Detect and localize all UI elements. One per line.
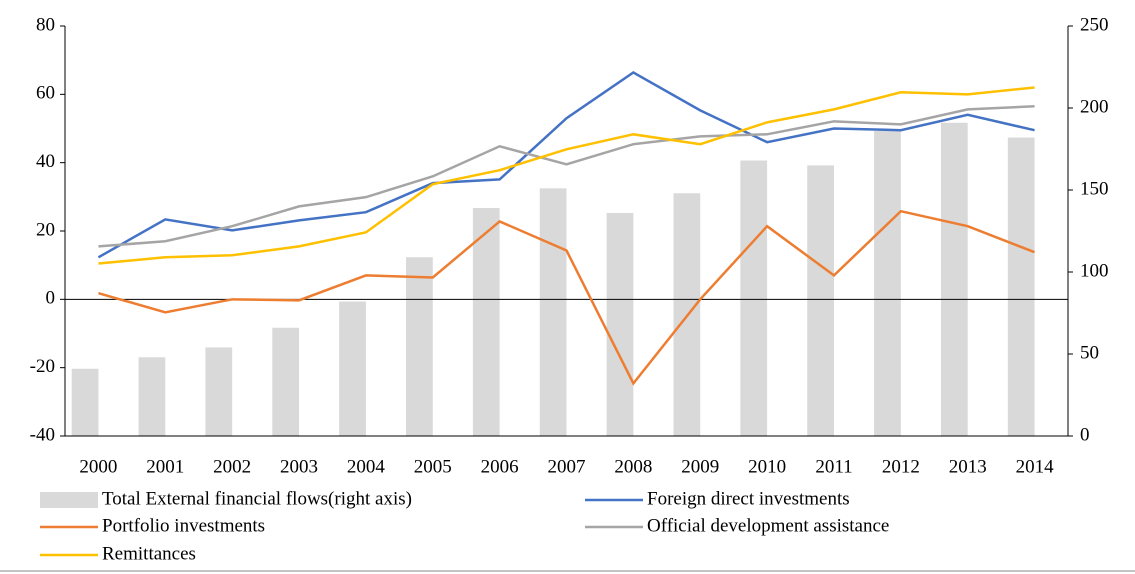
x-tick-label: 2008	[614, 456, 652, 477]
x-tick-label: 2001	[146, 456, 184, 477]
y2-tick-label: 200	[1080, 96, 1109, 117]
bar	[339, 301, 366, 436]
bar	[138, 357, 166, 436]
x-tick-label: 2014	[1016, 456, 1055, 477]
y2-tick-label: 250	[1080, 14, 1109, 35]
bar	[740, 160, 768, 437]
bar	[472, 208, 500, 436]
x-tick-label: 2000	[79, 456, 117, 477]
legend-label: Foreign direct investments	[647, 488, 850, 509]
x-tick-label: 2007	[548, 456, 586, 477]
x-tick-label: 2013	[949, 456, 987, 477]
bar	[606, 212, 634, 436]
x-tick-label: 2006	[481, 456, 519, 477]
bar	[406, 257, 433, 436]
legend-label: Remittances	[102, 543, 196, 564]
line-series	[98, 86, 1035, 265]
legend-label: Total External financial flows(right axi…	[102, 488, 412, 509]
line-series	[97, 70, 1035, 259]
y2-tick-label: 150	[1080, 178, 1109, 199]
bar	[874, 130, 901, 436]
bar	[940, 122, 968, 436]
line-series	[98, 209, 1036, 386]
y-tick-label: -40	[30, 424, 55, 445]
x-tick-label: 2005	[414, 456, 452, 477]
x-tick-label: 2002	[213, 456, 251, 477]
y-tick-label: 40	[36, 151, 55, 172]
y2-tick-label: 100	[1080, 260, 1109, 281]
bar	[205, 347, 233, 436]
line-series	[98, 105, 1035, 248]
y-tick-label: -20	[30, 356, 55, 377]
x-tick-label: 2012	[882, 456, 920, 477]
y2-tick-label: 0	[1080, 424, 1090, 445]
y-tick-label: 60	[36, 83, 55, 104]
y-tick-label: 20	[36, 219, 55, 240]
legend-label: Official development assistance	[647, 515, 889, 536]
bar	[807, 165, 834, 436]
bar	[71, 368, 99, 436]
bar	[539, 188, 567, 436]
y-tick-label: 80	[36, 14, 55, 35]
y-tick-label: 0	[46, 288, 56, 309]
x-tick-label: 2010	[748, 456, 786, 477]
x-tick-label: 2009	[681, 456, 719, 477]
x-tick-label: 2004	[347, 456, 386, 477]
legend-swatch	[40, 492, 98, 508]
legend-label: Portfolio investments	[102, 515, 265, 536]
x-tick-label: 2011	[815, 456, 852, 477]
bar	[272, 327, 300, 436]
bar	[1007, 137, 1035, 436]
x-tick-label: 2003	[280, 456, 318, 477]
y2-tick-label: 50	[1080, 342, 1099, 363]
